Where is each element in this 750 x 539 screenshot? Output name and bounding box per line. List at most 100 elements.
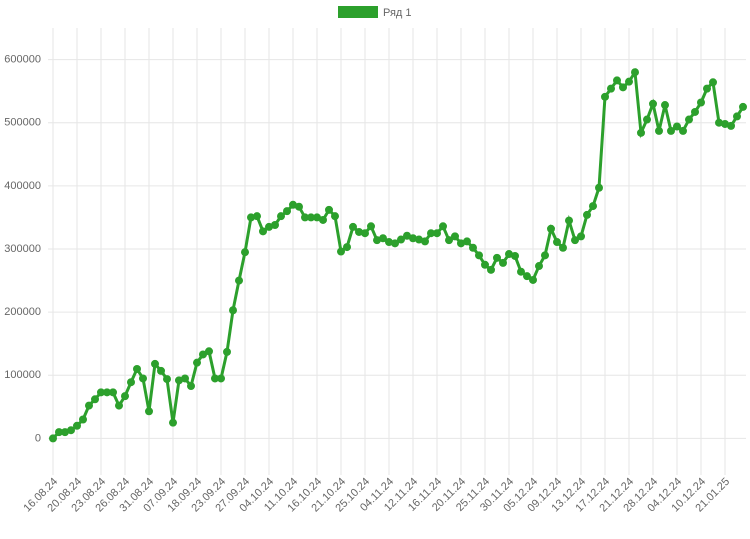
data-point bbox=[325, 205, 333, 214]
y-tick-label: 200000 bbox=[4, 306, 41, 318]
data-point bbox=[667, 126, 675, 135]
data-point bbox=[655, 126, 663, 135]
data-point bbox=[157, 366, 165, 375]
data-point bbox=[175, 376, 183, 385]
y-tick-label: 0 bbox=[35, 432, 41, 444]
y-tick-label: 500000 bbox=[4, 117, 41, 129]
data-point bbox=[433, 229, 441, 238]
data-point bbox=[379, 234, 387, 243]
data-point bbox=[661, 101, 669, 110]
data-point bbox=[355, 227, 363, 236]
data-point bbox=[511, 251, 519, 260]
data-point bbox=[517, 267, 525, 276]
data-point bbox=[415, 235, 423, 244]
y-tick-label: 100000 bbox=[4, 369, 41, 381]
data-point bbox=[145, 407, 153, 416]
data-point bbox=[361, 229, 369, 238]
data-point bbox=[265, 222, 273, 231]
data-point bbox=[571, 236, 579, 245]
data-point bbox=[457, 239, 465, 248]
data-point bbox=[271, 221, 279, 230]
data-point bbox=[385, 238, 393, 247]
data-point bbox=[229, 306, 237, 315]
data-point bbox=[193, 358, 201, 367]
data-point bbox=[181, 374, 189, 383]
data-point bbox=[349, 222, 357, 231]
data-point bbox=[73, 421, 81, 430]
data-point bbox=[691, 107, 699, 116]
series-line bbox=[51, 67, 745, 440]
data-point bbox=[103, 388, 111, 397]
data-point bbox=[55, 428, 63, 437]
data-point bbox=[469, 243, 477, 252]
data-point bbox=[703, 84, 711, 93]
data-point bbox=[235, 276, 243, 285]
data-point bbox=[151, 359, 159, 368]
data-point bbox=[451, 232, 459, 241]
data-point bbox=[259, 227, 267, 236]
data-point bbox=[487, 265, 495, 274]
data-point bbox=[715, 118, 723, 127]
data-point bbox=[115, 401, 123, 410]
data-point bbox=[481, 260, 489, 269]
data-point bbox=[709, 78, 717, 87]
y-tick-label: 300000 bbox=[4, 243, 41, 255]
data-point bbox=[313, 213, 321, 222]
data-point bbox=[187, 382, 195, 391]
data-point bbox=[547, 224, 555, 233]
data-point bbox=[505, 250, 513, 259]
data-point bbox=[523, 272, 531, 281]
data-point bbox=[331, 212, 339, 221]
data-point bbox=[277, 212, 285, 221]
data-point bbox=[169, 418, 177, 427]
data-point bbox=[697, 98, 705, 107]
data-point bbox=[85, 401, 93, 410]
data-point bbox=[127, 378, 135, 387]
data-point bbox=[427, 229, 435, 238]
data-point bbox=[295, 202, 303, 211]
data-point bbox=[595, 183, 603, 192]
data-point bbox=[721, 119, 729, 128]
data-point bbox=[283, 207, 291, 216]
data-point bbox=[421, 237, 429, 246]
data-point bbox=[337, 247, 345, 256]
data-point bbox=[79, 415, 87, 424]
data-point bbox=[253, 212, 261, 221]
data-point bbox=[241, 248, 249, 257]
data-point bbox=[583, 210, 591, 219]
data-point bbox=[91, 395, 99, 404]
data-point bbox=[289, 200, 297, 209]
data-point bbox=[205, 347, 213, 356]
data-point bbox=[739, 102, 747, 111]
data-point bbox=[133, 364, 141, 373]
data-point bbox=[97, 388, 105, 397]
data-point bbox=[199, 350, 207, 359]
data-point bbox=[223, 347, 231, 356]
data-point bbox=[463, 237, 471, 246]
data-point bbox=[685, 115, 693, 124]
data-point bbox=[535, 262, 543, 271]
data-point bbox=[613, 76, 621, 85]
legend-swatch bbox=[338, 6, 378, 18]
data-point bbox=[247, 213, 255, 222]
data-point bbox=[553, 238, 561, 247]
data-point bbox=[391, 239, 399, 248]
data-point bbox=[67, 426, 75, 435]
y-tick-label: 400000 bbox=[4, 180, 41, 192]
data-point bbox=[163, 375, 171, 384]
data-point bbox=[445, 236, 453, 245]
data-point bbox=[475, 251, 483, 260]
data-point bbox=[109, 388, 117, 397]
data-point bbox=[409, 234, 417, 243]
data-point bbox=[373, 236, 381, 245]
data-point bbox=[211, 374, 219, 383]
data-point bbox=[679, 126, 687, 135]
data-point bbox=[541, 251, 549, 260]
data-point bbox=[343, 243, 351, 252]
y-tick-label: 600000 bbox=[4, 53, 41, 65]
data-point bbox=[577, 232, 585, 241]
data-point bbox=[403, 231, 411, 240]
data-point bbox=[727, 121, 735, 130]
data-point bbox=[307, 213, 315, 222]
